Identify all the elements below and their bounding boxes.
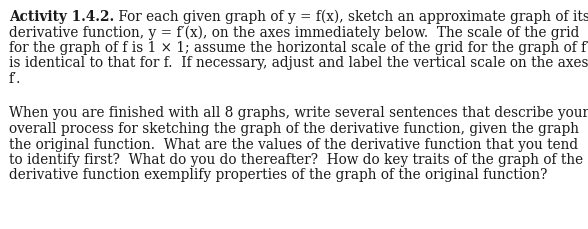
- Text: to identify first?  What do you do thereafter?  How do key traits of the graph o: to identify first? What do you do therea…: [9, 153, 583, 167]
- Text: For each given graph of y = f(x), sketch an approximate graph of its: For each given graph of y = f(x), sketch…: [114, 10, 588, 25]
- Text: is identical to that for f.  If necessary, adjust and label the vertical scale o: is identical to that for f. If necessary…: [9, 57, 588, 71]
- Text: for the graph of f is 1 × 1; assume the horizontal scale of the grid for the gra: for the graph of f is 1 × 1; assume the …: [9, 41, 588, 55]
- Text: When you are finished with all 8 graphs, write several sentences that describe y: When you are finished with all 8 graphs,…: [9, 106, 588, 120]
- Text: f′.: f′.: [9, 72, 21, 86]
- Text: overall process for sketching the graph of the derivative function, given the gr: overall process for sketching the graph …: [9, 122, 579, 136]
- Text: Activity 1.4.2.: Activity 1.4.2.: [9, 10, 114, 24]
- Text: derivative function, y = f′(x), on the axes immediately below.  The scale of the: derivative function, y = f′(x), on the a…: [9, 25, 579, 40]
- Text: derivative function exemplify properties of the graph of the original function?: derivative function exemplify properties…: [9, 169, 547, 183]
- Text: the original function.  What are the values of the derivative function that you : the original function. What are the valu…: [9, 137, 578, 152]
